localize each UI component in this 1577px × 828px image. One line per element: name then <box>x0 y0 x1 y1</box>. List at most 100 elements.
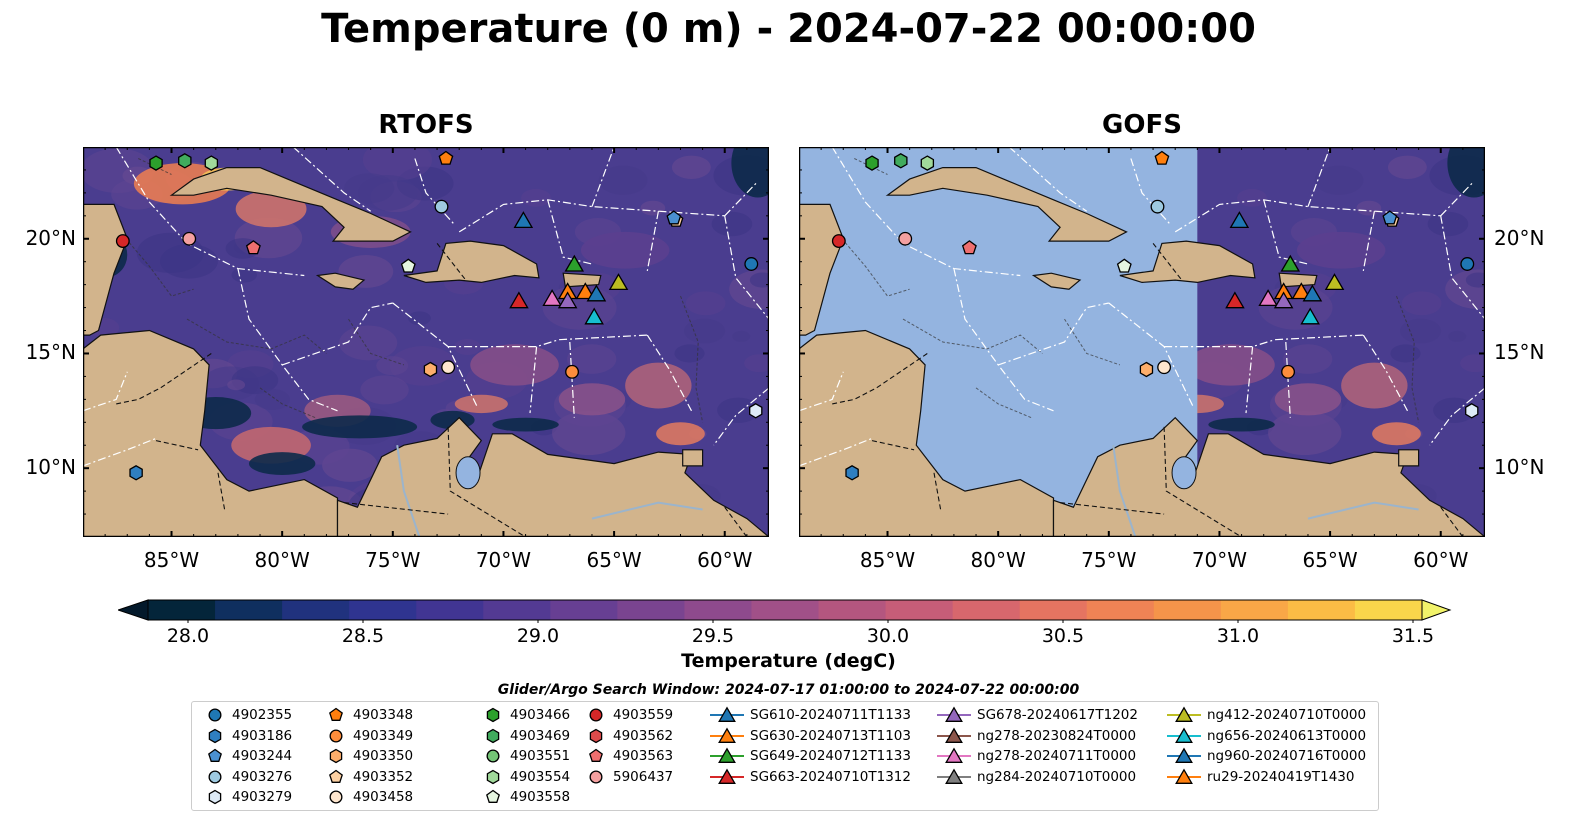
colorbar-segment <box>1220 600 1289 620</box>
colorbar-segment <box>349 600 417 620</box>
legend-item: 4903558 <box>482 787 570 807</box>
legend-marker-hexagon-icon <box>329 748 343 764</box>
legend-item: ru29-20240419T1430 <box>1167 767 1354 787</box>
legend-label: ng412-20240710T0000 <box>1207 707 1367 723</box>
legend-label: 4903559 <box>613 707 674 723</box>
legend-label: ng656-20240613T0000 <box>1207 727 1367 744</box>
marker-5906437 <box>182 231 197 246</box>
legend-marker-triangle-icon <box>937 747 971 763</box>
legend-item: 4902355 <box>204 705 292 725</box>
marker-ng656-20240613T0000 <box>584 307 604 325</box>
legend-label: 4903350 <box>353 748 414 764</box>
legend-item: ng412-20240710T0000 <box>1167 705 1366 725</box>
marker-4902355 <box>1460 257 1475 271</box>
marker-4903279 <box>1465 403 1479 419</box>
legend-marker-hexagon-icon <box>486 728 500 743</box>
lon-tick-label: 75°W <box>1081 548 1137 572</box>
legend-item: 4903186 <box>204 726 292 746</box>
legend-label: 4903276 <box>232 768 293 785</box>
lon-tick-label: 65°W <box>1302 548 1358 572</box>
legend-item: 4903563 <box>585 746 673 766</box>
colorbar-segment <box>1287 600 1356 620</box>
marker-ng412-20240710T0000 <box>608 273 629 291</box>
marker-4903458 <box>1157 360 1172 375</box>
lon-tick-label: 80°W <box>254 548 310 572</box>
legend-label: SG678-20240617T1202 <box>977 707 1138 723</box>
land-south-america <box>1052 416 1485 537</box>
legend-marker-triangle-icon <box>710 747 744 763</box>
marker-ng960-20240716T0000 <box>586 284 607 302</box>
legend-label: ng960-20240716T0000 <box>1207 748 1367 764</box>
figure-title: Temperature (0 m) - 2024-07-22 00:00:00 <box>321 6 1256 52</box>
legend-label: 4903348 <box>353 707 414 723</box>
legend-marker-triangle-icon <box>937 727 971 743</box>
legend-marker-triangle-icon <box>1167 706 1201 722</box>
marker-5906437 <box>898 231 913 246</box>
legend-marker-triangle-icon <box>937 768 971 784</box>
colorbar-segment <box>952 600 1021 620</box>
lake-maracaibo <box>1171 456 1197 490</box>
marker-4903276 <box>434 199 449 214</box>
legend-item: ng656-20240613T0000 <box>1167 726 1366 746</box>
colorbar-segment <box>416 600 484 620</box>
land-trinidad <box>682 449 704 467</box>
marker-4903558 <box>1116 258 1132 273</box>
legend-marker-circle-icon <box>208 770 222 783</box>
legend-marker-hexagon-icon <box>486 707 500 723</box>
colorbar-segment <box>1019 600 1088 620</box>
legend-marker-triangle-icon <box>710 768 744 784</box>
colorbar-segment <box>282 600 350 620</box>
lat-tick-label: 20°N <box>1494 225 1545 250</box>
marker-4903276 <box>1150 199 1165 214</box>
legend-marker-triangle-icon <box>710 727 744 743</box>
legend-label: 4903554 <box>510 768 571 785</box>
legend-item: SG649-20240712T1133 <box>710 746 911 766</box>
colorbar-extend-high <box>1421 599 1452 621</box>
legend-item: 4903466 <box>482 705 570 725</box>
colorbar-tick-label: 31.0 <box>1216 625 1260 647</box>
lat-tick-label: 10°N <box>25 455 76 480</box>
legend-item: SG630-20240713T1103 <box>710 726 911 746</box>
marker-4903458 <box>441 360 456 375</box>
colorbar-segment <box>148 600 216 620</box>
legend-marker-pentagon-icon <box>208 748 222 762</box>
legend-label: 4903469 <box>510 727 571 744</box>
lat-tick-label: 20°N <box>25 225 76 250</box>
legend-label: 4903244 <box>232 748 293 764</box>
legend-label: SG610-20240711T1133 <box>750 707 911 723</box>
legend-label: 4903349 <box>353 727 414 744</box>
colorbar-label: Temperature (degC) <box>681 650 896 672</box>
legend-item: 4903554 <box>482 767 570 787</box>
land-south-america <box>336 416 769 537</box>
marker-4903559 <box>831 234 846 249</box>
lat-tick-label: 10°N <box>1494 455 1545 480</box>
legend-marker-pentagon-icon <box>486 789 500 803</box>
legend-label: 4903551 <box>510 748 571 764</box>
lon-tick-label: 60°W <box>697 548 753 572</box>
legend-marker-triangle-icon <box>937 706 971 722</box>
marker-4903563 <box>245 240 261 255</box>
legend-marker-circle-icon <box>208 708 222 722</box>
legend-marker-circle-icon <box>486 749 500 763</box>
legend-marker-circle-icon <box>589 770 603 783</box>
legend-marker-pentagon-icon <box>589 748 603 762</box>
marker-ru29-20240419T1430 <box>575 282 596 300</box>
legend-item: 4903559 <box>585 705 673 725</box>
legend-label: 4903466 <box>510 707 571 723</box>
marker-SG610-20240711T1133 <box>1229 211 1250 229</box>
lon-tick-label: 70°W <box>475 548 532 572</box>
legend-marker-circle-icon <box>329 729 343 742</box>
legend-item: 4903279 <box>204 787 292 807</box>
legend-item: 4903349 <box>325 726 413 746</box>
marker-SG663-20240710T1312 <box>1225 291 1245 309</box>
lon-tick-label: 60°W <box>1413 548 1469 572</box>
marker-4903554 <box>920 155 935 171</box>
colorbar-tick-label: 30.5 <box>1041 625 1085 647</box>
land-jamaica <box>315 272 366 290</box>
panel-title-gofs: GOFS <box>1102 110 1182 140</box>
legend-marker-hexagon-icon <box>208 728 222 743</box>
legend-label: ru29-20240419T1430 <box>1207 768 1355 785</box>
legend-item: 4903458 <box>325 787 413 807</box>
marker-ru29-20240419T1430 <box>1291 282 1312 300</box>
marker-4903350 <box>423 361 438 378</box>
